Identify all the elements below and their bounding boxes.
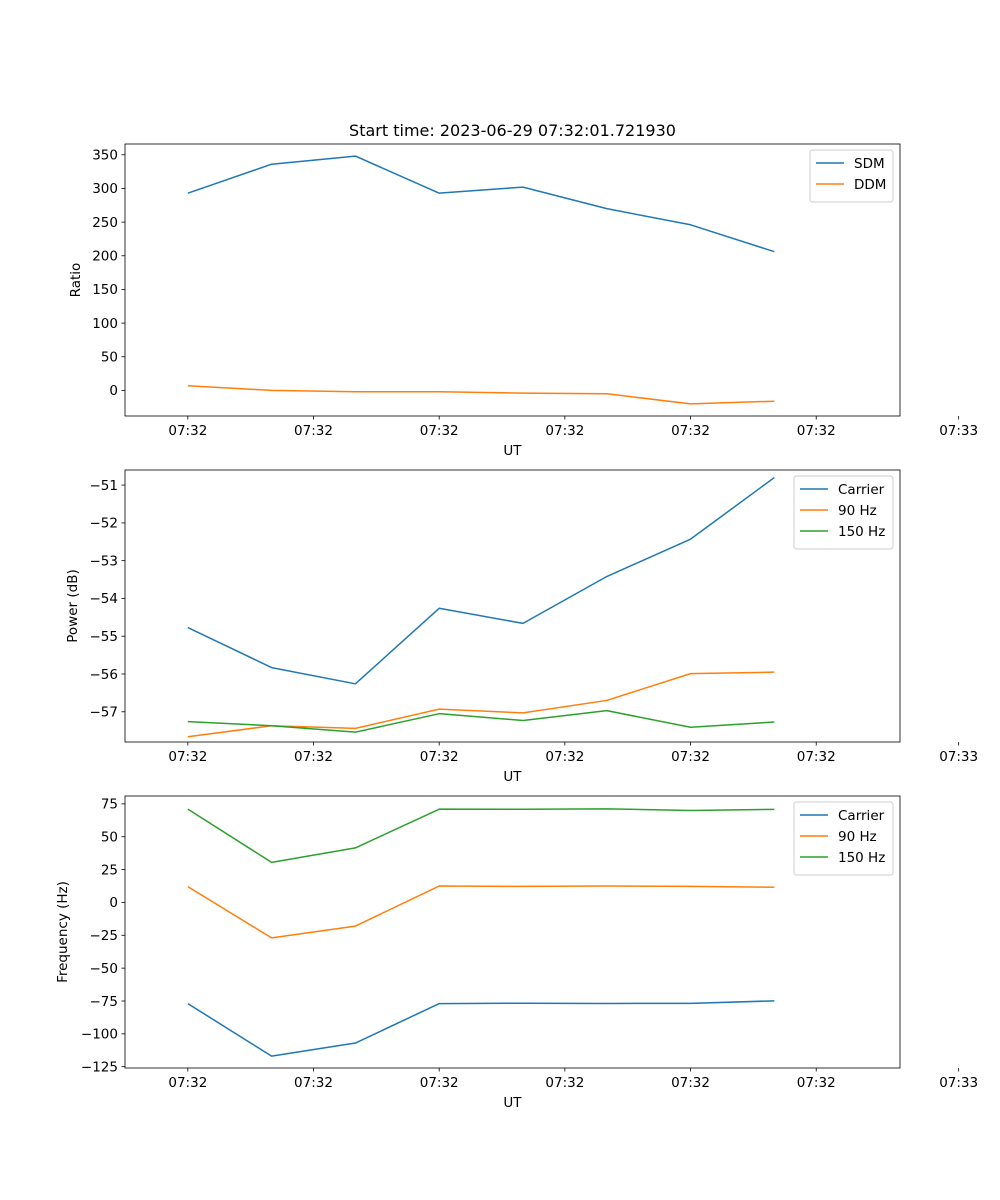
axes-frame [124, 469, 901, 743]
x-tick-label: 07:32 [545, 1075, 584, 1091]
chart-panel-1: 07:32 07:32 07:32 07:32 07:32 07:32 07:33 0 50 10… [68, 143, 978, 459]
y-tick-label: 300 [92, 181, 118, 197]
series-line-carrier [187, 476, 775, 685]
x-axis-label: UT [503, 443, 522, 459]
x-tick-label: 07:32 [168, 749, 207, 765]
y-tick-label: −52 [90, 516, 119, 532]
x-tick-label: 07:33 [939, 1075, 978, 1091]
x-tick-label: 07:32 [797, 749, 836, 765]
y-tick-label: 50 [101, 350, 118, 366]
x-tick-label: 07:32 [797, 423, 836, 439]
y-tick-label: −50 [90, 961, 119, 977]
y-tick-label: −51 [90, 478, 119, 494]
axes-frame [124, 795, 901, 1069]
y-tick-label: −125 [81, 1059, 118, 1075]
y-tick-label: 0 [109, 383, 118, 399]
x-tick-label: 07:32 [420, 749, 459, 765]
legend-label-carrier: Carrier [838, 808, 885, 824]
y-tick-label: 250 [92, 215, 118, 231]
y-tick-label: −54 [90, 591, 119, 607]
x-tick-label: 07:32 [671, 423, 710, 439]
x-tick-label: 07:32 [420, 423, 459, 439]
x-axis-label: UT [503, 769, 522, 785]
x-tick-label: 07:32 [168, 1075, 207, 1091]
series-line-ddm [187, 384, 775, 405]
legend-label-ddm: DDM [854, 177, 886, 193]
y-tick-label: −75 [90, 994, 119, 1010]
x-tick-label: 07:32 [294, 749, 333, 765]
x-tick-label: 07:32 [545, 749, 584, 765]
chart-panel-2: 07:32 07:32 07:32 07:32 07:32 07:32 07:33 −57 −5… [65, 469, 978, 785]
legend-label-90-hz: 90 Hz [838, 503, 877, 519]
y-tick-label: 150 [92, 282, 118, 298]
x-tick-label: 07:32 [294, 423, 333, 439]
chart-panel-3: 07:32 07:32 07:32 07:32 07:32 07:32 07:33 −125 −… [55, 795, 978, 1111]
legend-label-150-hz: 150 Hz [838, 850, 885, 866]
series-line-carrier [187, 1000, 775, 1057]
y-tick-label: −56 [90, 667, 119, 683]
y-tick-label: 75 [101, 797, 118, 813]
x-tick-label: 07:32 [797, 1075, 836, 1091]
y-tick-label: −57 [90, 705, 119, 721]
y-axis-label: Power (dB) [65, 569, 81, 642]
legend-label-90-hz: 90 Hz [838, 829, 877, 845]
y-tick-label: −53 [90, 553, 119, 569]
x-tick-label: 07:33 [939, 749, 978, 765]
axes-frame [124, 143, 901, 417]
x-tick-label: 07:32 [671, 749, 710, 765]
legend-label-sdm: SDM [854, 156, 885, 172]
x-tick-label: 07:32 [294, 1075, 333, 1091]
series-line-sdm [187, 155, 775, 253]
x-tick-label: 07:33 [939, 423, 978, 439]
y-tick-label: 100 [92, 316, 118, 332]
x-axis-label: UT [503, 1095, 522, 1111]
x-tick-label: 07:32 [545, 423, 584, 439]
y-axis-label: Ratio [68, 263, 84, 298]
series-line-150-hz [187, 709, 775, 733]
y-tick-label: 0 [109, 895, 118, 911]
series-line-150-hz [187, 808, 775, 864]
y-tick-label: 25 [101, 862, 118, 878]
x-tick-label: 07:32 [420, 1075, 459, 1091]
figure-title: Start time: 2023-06-29 07:32:01.721930 [349, 121, 676, 140]
legend-label-carrier: Carrier [838, 482, 885, 498]
y-axis-label: Frequency (Hz) [55, 881, 71, 983]
x-tick-label: 07:32 [168, 423, 207, 439]
y-tick-label: 350 [92, 148, 118, 164]
series-line-90-hz [187, 885, 775, 939]
x-tick-label: 07:32 [671, 1075, 710, 1091]
y-tick-label: −55 [90, 629, 119, 645]
y-tick-label: 200 [92, 249, 118, 265]
y-tick-label: −100 [81, 1027, 118, 1043]
legend-label-150-hz: 150 Hz [838, 524, 885, 540]
y-tick-label: 50 [101, 830, 118, 846]
y-tick-label: −25 [90, 928, 119, 944]
